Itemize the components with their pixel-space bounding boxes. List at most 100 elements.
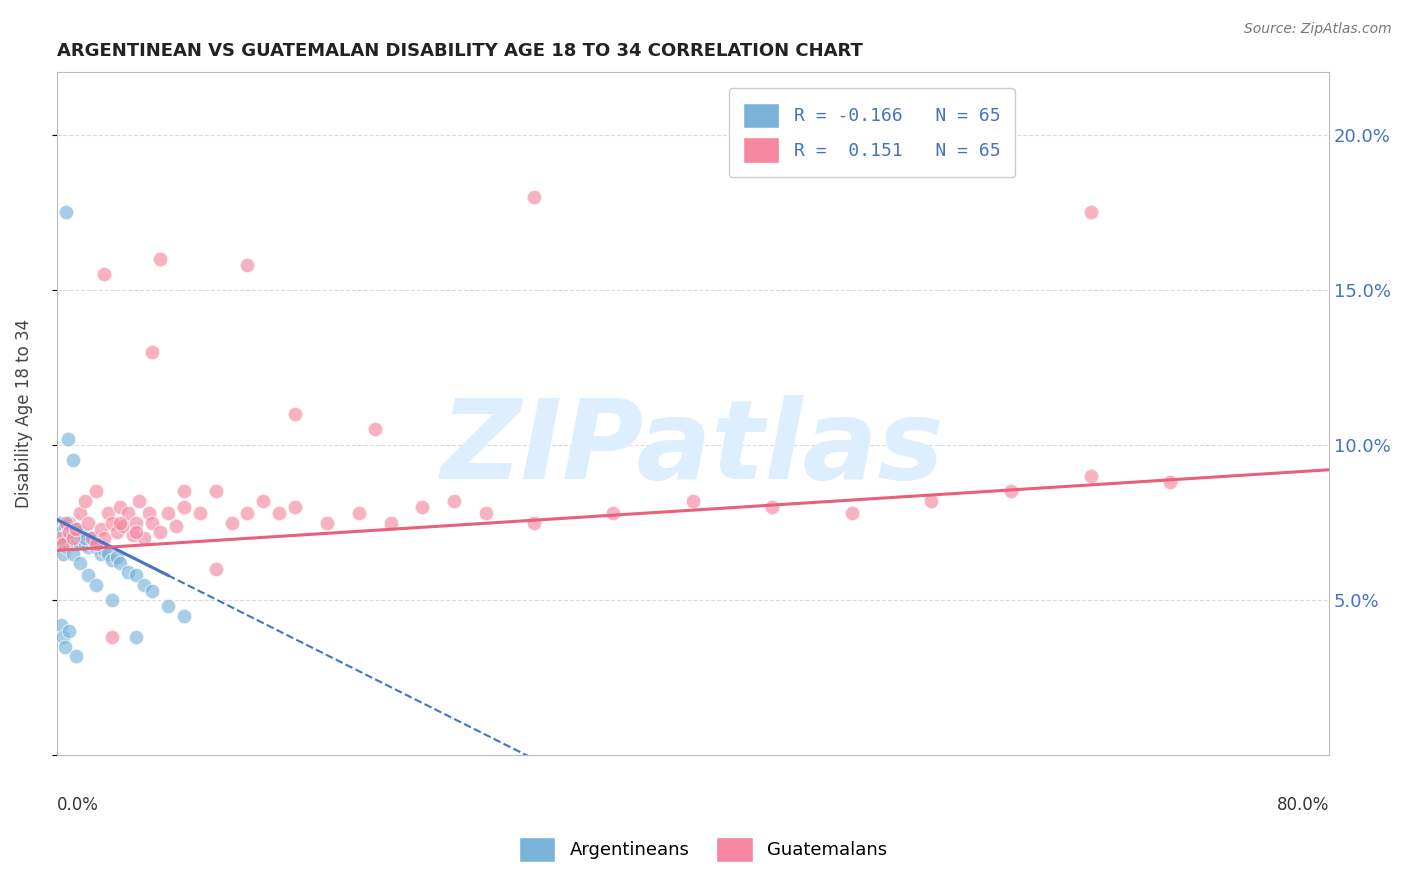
- Point: [62, 537, 84, 551]
- Point: [117, 565, 139, 579]
- Point: [173, 500, 195, 514]
- Point: [69, 556, 91, 570]
- Point: [56, 524, 79, 539]
- Point: [411, 500, 433, 514]
- Point: [86, 484, 108, 499]
- Text: ZIPatlas: ZIPatlas: [441, 394, 945, 501]
- Text: Source: ZipAtlas.com: Source: ZipAtlas.com: [1244, 22, 1392, 37]
- Point: [252, 493, 274, 508]
- Point: [62, 531, 84, 545]
- Point: [101, 553, 124, 567]
- Point: [52, 522, 75, 536]
- Point: [79, 531, 101, 545]
- Point: [72, 534, 94, 549]
- Point: [269, 506, 291, 520]
- Point: [380, 516, 402, 530]
- Point: [138, 506, 160, 520]
- Point: [65, 648, 87, 663]
- Point: [67, 528, 90, 542]
- Point: [105, 549, 128, 564]
- Text: ARGENTINEAN VS GUATEMALAN DISABILITY AGE 18 TO 34 CORRELATION CHART: ARGENTINEAN VS GUATEMALAN DISABILITY AGE…: [56, 42, 862, 60]
- Point: [62, 531, 84, 545]
- Point: [51, 524, 73, 539]
- Point: [80, 537, 103, 551]
- Point: [77, 516, 100, 530]
- Point: [204, 484, 226, 499]
- Point: [443, 493, 465, 508]
- Point: [55, 516, 77, 530]
- Point: [56, 531, 79, 545]
- Point: [77, 541, 100, 555]
- Point: [75, 537, 97, 551]
- Point: [62, 522, 84, 536]
- Point: [53, 534, 76, 549]
- Point: [1080, 205, 1102, 219]
- Point: [364, 422, 387, 436]
- Point: [65, 537, 87, 551]
- Point: [141, 344, 163, 359]
- Point: [105, 524, 128, 539]
- Point: [523, 189, 546, 203]
- Legend: R = -0.166   N = 65, R =  0.151   N = 65: R = -0.166 N = 65, R = 0.151 N = 65: [728, 88, 1015, 178]
- Point: [204, 562, 226, 576]
- Point: [523, 516, 546, 530]
- Point: [188, 506, 211, 520]
- Point: [602, 506, 624, 520]
- Point: [53, 640, 76, 654]
- Point: [101, 593, 124, 607]
- Point: [70, 531, 93, 545]
- Point: [347, 506, 370, 520]
- Point: [80, 531, 103, 545]
- Point: [1080, 469, 1102, 483]
- Point: [75, 493, 97, 508]
- Point: [82, 534, 104, 549]
- Point: [101, 516, 124, 530]
- Point: [59, 534, 82, 549]
- Point: [122, 528, 145, 542]
- Point: [475, 506, 498, 520]
- Point: [55, 528, 77, 542]
- Point: [156, 599, 179, 614]
- Point: [75, 531, 97, 545]
- Y-axis label: Disability Age 18 to 34: Disability Age 18 to 34: [15, 319, 32, 508]
- Point: [62, 547, 84, 561]
- Point: [90, 522, 112, 536]
- Point: [53, 531, 76, 545]
- Point: [165, 518, 187, 533]
- Point: [128, 493, 150, 508]
- Point: [920, 493, 942, 508]
- Point: [53, 518, 76, 533]
- Point: [96, 547, 118, 561]
- Point: [63, 534, 86, 549]
- Point: [132, 577, 155, 591]
- Point: [149, 524, 172, 539]
- Point: [1000, 484, 1022, 499]
- Point: [69, 506, 91, 520]
- Point: [69, 524, 91, 539]
- Point: [62, 453, 84, 467]
- Point: [59, 528, 82, 542]
- Point: [101, 631, 124, 645]
- Point: [58, 516, 80, 530]
- Point: [69, 537, 91, 551]
- Point: [156, 506, 179, 520]
- Point: [110, 516, 132, 530]
- Text: 0.0%: 0.0%: [56, 797, 98, 814]
- Point: [141, 516, 163, 530]
- Point: [93, 543, 115, 558]
- Point: [51, 618, 73, 632]
- Point: [52, 537, 75, 551]
- Point: [93, 531, 115, 545]
- Point: [125, 524, 148, 539]
- Legend: Argentineans, Guatemalans: Argentineans, Guatemalans: [512, 830, 894, 870]
- Point: [86, 537, 108, 551]
- Point: [173, 608, 195, 623]
- Point: [58, 624, 80, 639]
- Point: [56, 432, 79, 446]
- Point: [76, 528, 98, 542]
- Point: [110, 500, 132, 514]
- Point: [173, 484, 195, 499]
- Text: 80.0%: 80.0%: [1277, 797, 1329, 814]
- Point: [149, 252, 172, 266]
- Point: [86, 577, 108, 591]
